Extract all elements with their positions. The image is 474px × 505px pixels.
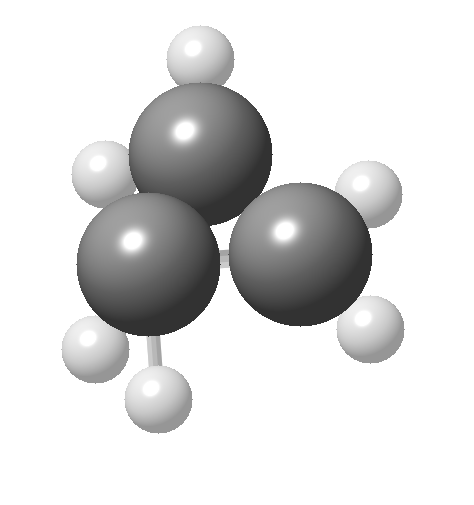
Polygon shape bbox=[202, 60, 207, 155]
Polygon shape bbox=[202, 148, 306, 252]
Polygon shape bbox=[97, 266, 154, 353]
Polygon shape bbox=[104, 148, 201, 181]
Polygon shape bbox=[106, 157, 201, 181]
Polygon shape bbox=[141, 264, 165, 399]
Polygon shape bbox=[148, 258, 301, 273]
Polygon shape bbox=[140, 151, 208, 268]
Polygon shape bbox=[150, 264, 165, 399]
Polygon shape bbox=[89, 261, 146, 348]
Polygon shape bbox=[141, 265, 155, 399]
Polygon shape bbox=[147, 245, 301, 273]
Polygon shape bbox=[140, 151, 197, 263]
Polygon shape bbox=[194, 157, 298, 261]
Polygon shape bbox=[295, 189, 373, 260]
Polygon shape bbox=[151, 156, 208, 268]
Polygon shape bbox=[104, 148, 200, 172]
Polygon shape bbox=[193, 60, 198, 155]
Polygon shape bbox=[89, 261, 154, 353]
Polygon shape bbox=[194, 148, 306, 261]
Polygon shape bbox=[193, 60, 207, 155]
Polygon shape bbox=[295, 189, 366, 252]
Polygon shape bbox=[295, 250, 375, 334]
Polygon shape bbox=[301, 196, 373, 260]
Polygon shape bbox=[295, 256, 368, 334]
Polygon shape bbox=[302, 250, 375, 328]
Polygon shape bbox=[147, 245, 300, 262]
